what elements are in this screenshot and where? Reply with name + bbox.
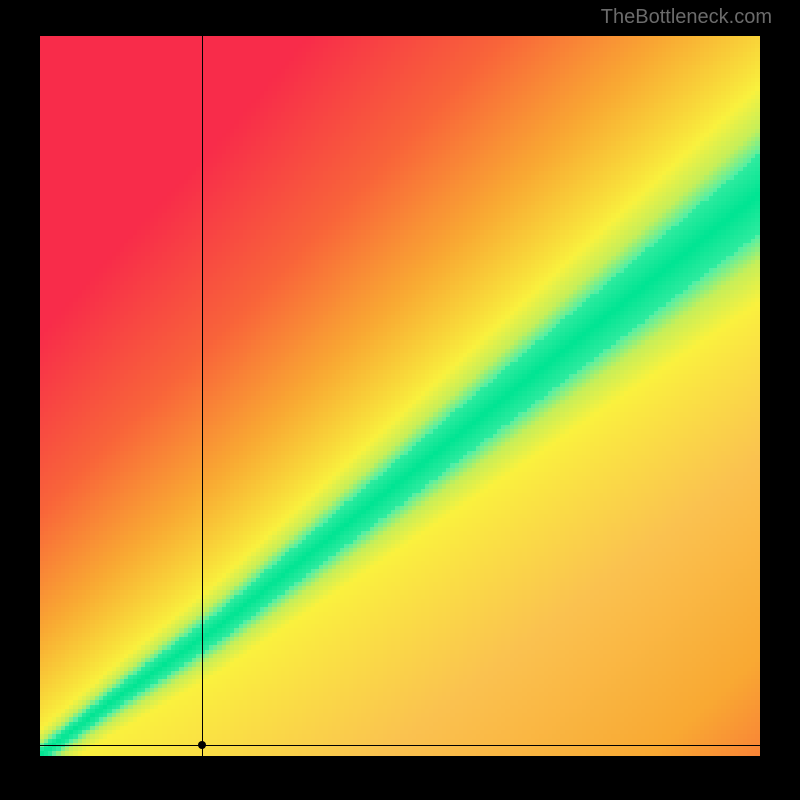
crosshair-horizontal bbox=[40, 745, 760, 746]
heatmap-plot bbox=[40, 36, 760, 756]
crosshair-vertical bbox=[202, 36, 203, 756]
heatmap-canvas bbox=[40, 36, 760, 756]
chart-container: TheBottleneck.com bbox=[0, 0, 800, 800]
watermark-text: TheBottleneck.com bbox=[601, 6, 772, 29]
crosshair-dot bbox=[198, 741, 206, 749]
